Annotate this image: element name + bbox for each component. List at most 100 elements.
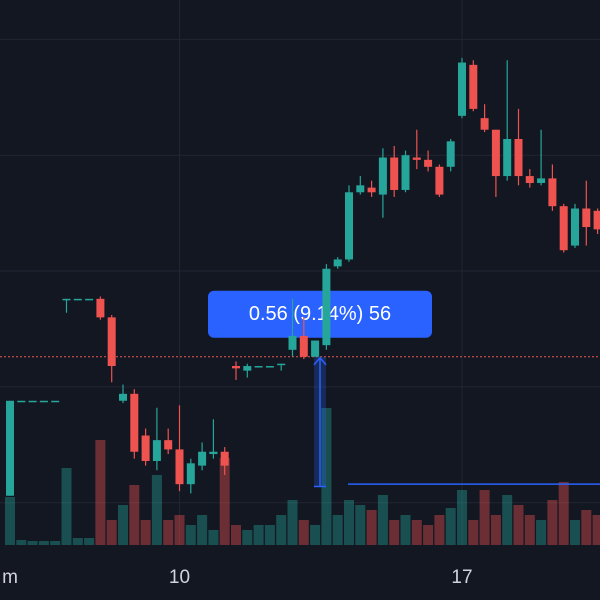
volume-bar — [400, 515, 411, 545]
volume-bar — [61, 468, 72, 545]
volume-bar — [298, 520, 309, 545]
volume-bar — [547, 500, 558, 545]
volume-bar — [457, 490, 467, 545]
volume-bar — [581, 510, 592, 545]
candle-body — [119, 393, 127, 401]
volume-bar — [445, 508, 456, 545]
x-tick-label: m — [2, 567, 18, 588]
volume-bar — [129, 485, 140, 545]
volume-bar — [423, 525, 434, 545]
candle-body — [333, 259, 342, 267]
volume-bar — [140, 520, 151, 545]
candle-body — [73, 298, 82, 301]
volume-bar — [72, 538, 83, 545]
volume-bar — [185, 525, 196, 545]
candle-body — [537, 178, 546, 184]
candle-body — [51, 400, 60, 403]
candle-body — [514, 138, 523, 177]
candle-body — [480, 118, 489, 130]
volume-bar — [524, 515, 535, 545]
candle-body — [107, 317, 116, 367]
candle-body — [85, 298, 94, 301]
volume-bar — [355, 505, 366, 545]
volume-bar — [558, 482, 569, 545]
volume-bar — [253, 525, 264, 545]
candle-body — [243, 366, 252, 371]
candle-body — [491, 129, 500, 177]
volume-bar — [118, 505, 128, 545]
volume-bar — [592, 515, 600, 545]
candle-body — [356, 185, 365, 193]
candle-body — [503, 138, 512, 177]
volume-bar — [389, 520, 400, 545]
candle-body — [593, 210, 600, 230]
candle-body — [277, 363, 286, 366]
volume-bar — [570, 520, 580, 545]
volume-bar — [287, 500, 298, 545]
volume-bar — [208, 530, 219, 545]
candle-body — [265, 366, 274, 368]
volume-bar — [321, 408, 332, 545]
volume-bar — [50, 541, 61, 545]
candle-body — [28, 400, 37, 403]
volume-bar — [197, 515, 208, 545]
volume-bar — [16, 540, 27, 545]
candle-body — [345, 192, 353, 260]
volume-bar — [479, 490, 490, 545]
candle-body — [39, 400, 48, 403]
candle-body — [62, 298, 71, 301]
volume-bar — [513, 505, 524, 545]
volume-bar — [242, 530, 253, 545]
candle-body — [254, 366, 263, 368]
candle-body — [582, 208, 591, 228]
candle-body — [152, 440, 161, 462]
volume-bar — [84, 538, 95, 545]
x-tick-label: 17 — [451, 567, 472, 588]
volume-bar — [502, 495, 513, 545]
candle-body — [220, 451, 229, 466]
volume-bar — [231, 525, 241, 545]
candle-body — [412, 157, 421, 160]
volume-bar — [411, 520, 422, 545]
measure-tooltip — [208, 290, 432, 338]
volume-bar — [95, 440, 106, 545]
volume-bar — [219, 458, 230, 545]
volume-bar — [264, 525, 275, 545]
volume-bar — [27, 541, 38, 545]
measure-arrow-head — [313, 356, 327, 366]
candle-body — [401, 155, 410, 190]
volume-bar — [276, 515, 287, 545]
volume-bar — [434, 515, 445, 545]
candle-body — [96, 298, 105, 318]
candle-body — [186, 463, 195, 485]
measure-label: 0.56 (9.14%) 56 — [249, 303, 391, 325]
volume-bar — [163, 520, 174, 545]
candle-body — [164, 440, 173, 450]
volume-bar — [106, 520, 117, 545]
candle-body — [288, 335, 297, 350]
candle-body — [424, 159, 433, 167]
candle-body — [559, 206, 568, 251]
candle-body — [525, 176, 534, 184]
candle-body — [311, 340, 320, 357]
candle-body — [469, 64, 478, 109]
candle-body — [299, 335, 308, 357]
candle-body — [435, 166, 444, 195]
candle-body — [17, 400, 26, 403]
candle-body — [446, 141, 455, 167]
volume-bar — [5, 497, 15, 545]
x-tick-label: 10 — [169, 567, 190, 588]
volume-bar — [344, 500, 354, 545]
candle-body — [378, 157, 387, 195]
volume-bar — [536, 520, 547, 545]
volume-bar — [38, 541, 49, 545]
candle-body — [6, 400, 14, 496]
volume-bar — [151, 475, 162, 545]
volume-bar — [310, 525, 321, 545]
volume-bar — [174, 515, 185, 545]
candle-body — [458, 62, 466, 116]
candle-body — [141, 435, 150, 462]
candle-body — [130, 393, 139, 452]
volume-bar — [468, 520, 479, 545]
